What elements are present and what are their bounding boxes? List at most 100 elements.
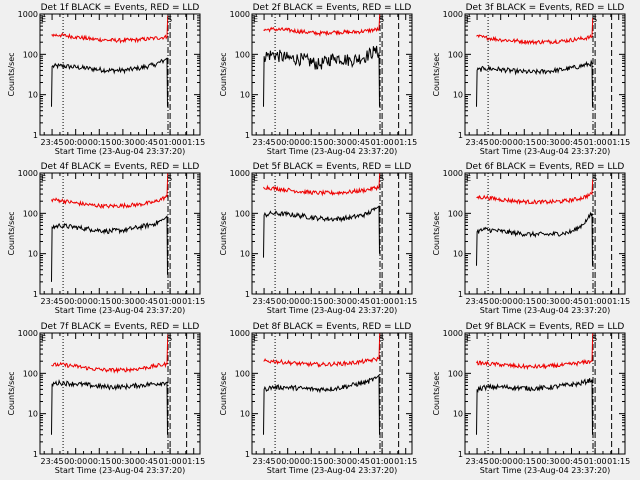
x-axis-label: Start Time (23-Aug-04 23:37:20) [267, 147, 398, 156]
x-tick-label: 00:30 [536, 457, 559, 466]
panel-det-5: Det 5f BLACK = Events, RED = LLD 1 10 100 10… [219, 162, 417, 315]
y-tick-label: 10 [453, 250, 463, 259]
x-tick-label: 01:15 [394, 297, 417, 306]
x-tick-label: 00:15 [88, 138, 111, 147]
marker-e: E [466, 15, 471, 24]
y-tick-label: 100 [23, 50, 38, 59]
panel-title: Det 3f BLACK = Events, RED = LLD [466, 3, 625, 13]
series-line-events [263, 374, 380, 435]
series-line-lld [263, 14, 381, 37]
x-tick-label: 00:45 [135, 138, 158, 147]
y-tick-label: 1 [33, 450, 38, 459]
y-tick-label: 10 [240, 91, 250, 100]
x-tick-label: 00:00 [276, 457, 299, 466]
plot-frame [39, 13, 201, 136]
panel-det-3: Det 3f BLACK = Events, RED = LLD 1 10 100 10… [432, 3, 630, 156]
marker-e: E [41, 174, 46, 183]
x-tick-label: 23:45 [466, 138, 489, 147]
y-axis-label: Counts/sec [7, 371, 16, 415]
marker-e: E [41, 15, 46, 24]
series-group [476, 17, 594, 107]
marker-e: E [253, 334, 258, 343]
marker-s: S [167, 174, 172, 183]
y-tick-label: 10 [28, 250, 38, 259]
x-tick-label: 01:00 [584, 297, 607, 306]
series-group [263, 173, 381, 258]
y-tick-label: 1 [33, 290, 38, 299]
series-group [51, 334, 169, 435]
series-line-lld [51, 15, 169, 44]
series-line-events [476, 211, 593, 266]
y-axis-label: Counts/sec [219, 52, 228, 96]
x-tick-label: 00:00 [276, 297, 299, 306]
x-tick-label: 00:15 [513, 457, 536, 466]
plot-frame [251, 332, 413, 455]
x-tick-label: 00:45 [560, 138, 583, 147]
y-tick-label: 1 [245, 450, 250, 459]
y-tick-label: 10 [453, 91, 463, 100]
x-tick-label: 00:15 [88, 457, 111, 466]
panel-det-2: Det 2f BLACK = Events, RED = LLD 1 10 100 10… [219, 3, 417, 156]
x-tick-label: 01:00 [371, 138, 394, 147]
panel-det-9: Det 9f BLACK = Events, RED = LLD 1 10 100 10… [432, 322, 630, 475]
x-tick-label: 23:45 [41, 138, 64, 147]
marker-e: E [253, 15, 258, 24]
y-tick-label: 10 [453, 410, 463, 419]
x-axis-label: Start Time (23-Aug-04 23:37:20) [55, 306, 186, 315]
series-group [263, 14, 381, 107]
x-tick-label: 01:00 [159, 138, 182, 147]
y-tick-label: 100 [448, 209, 463, 218]
x-axis-label: Start Time (23-Aug-04 23:37:20) [267, 466, 398, 475]
series-group [476, 179, 594, 266]
y-tick-label: 100 [235, 50, 250, 59]
y-tick-label: 10 [28, 410, 38, 419]
x-tick-label: 00:45 [347, 138, 370, 147]
x-tick-label: 01:00 [371, 297, 394, 306]
x-tick-label: 00:45 [135, 457, 158, 466]
y-tick-label: 100 [235, 209, 250, 218]
y-tick-label: 1000 [443, 10, 463, 19]
panel-title: Det 9f BLACK = Events, RED = LLD [466, 322, 625, 332]
panel-title: Det 5f BLACK = Events, RED = LLD [253, 162, 412, 172]
x-tick-label: 00:15 [300, 297, 323, 306]
panel-det-6: Det 6f BLACK = Events, RED = LLD 1 10 100 10… [432, 162, 630, 315]
panel-det-7: Det 7f BLACK = Events, RED = LLD 1 10 100 10… [7, 322, 205, 475]
x-tick-label: 01:00 [159, 297, 182, 306]
series-line-events [476, 378, 593, 435]
x-tick-label: 23:45 [253, 457, 276, 466]
series-line-lld [263, 333, 381, 368]
x-tick-label: 00:45 [560, 297, 583, 306]
x-tick-label: 00:15 [88, 297, 111, 306]
x-tick-label: 00:45 [560, 457, 583, 466]
y-tick-label: 1000 [230, 169, 250, 178]
y-tick-label: 100 [23, 369, 38, 378]
x-tick-label: 00:30 [111, 297, 134, 306]
y-tick-label: 100 [448, 369, 463, 378]
series-line-events [51, 215, 168, 282]
y-tick-label: 1000 [18, 10, 38, 19]
x-tick-label: 00:15 [513, 297, 536, 306]
x-tick-label: 00:30 [323, 457, 346, 466]
x-tick-label: 00:30 [536, 297, 559, 306]
plot-frame [464, 332, 626, 455]
x-tick-label: 00:00 [489, 138, 512, 147]
marker-s: S [167, 334, 172, 343]
x-tick-label: 23:45 [41, 297, 64, 306]
y-tick-label: 100 [235, 369, 250, 378]
x-tick-label: 01:15 [607, 297, 630, 306]
y-tick-label: 1 [245, 290, 250, 299]
y-tick-label: 1000 [230, 10, 250, 19]
x-tick-label: 01:15 [182, 138, 205, 147]
y-tick-label: 1 [245, 131, 250, 140]
marker-e: E [253, 174, 258, 183]
marker-s: S [379, 174, 384, 183]
y-axis-label: Counts/sec [219, 211, 228, 255]
panel-title: Det 8f BLACK = Events, RED = LLD [253, 322, 412, 332]
x-tick-label: 01:15 [182, 297, 205, 306]
x-tick-label: 00:00 [64, 138, 87, 147]
y-tick-label: 10 [240, 250, 250, 259]
y-tick-label: 1000 [443, 329, 463, 338]
x-axis-label: Start Time (23-Aug-04 23:37:20) [480, 147, 611, 156]
plot-frame [464, 172, 626, 295]
